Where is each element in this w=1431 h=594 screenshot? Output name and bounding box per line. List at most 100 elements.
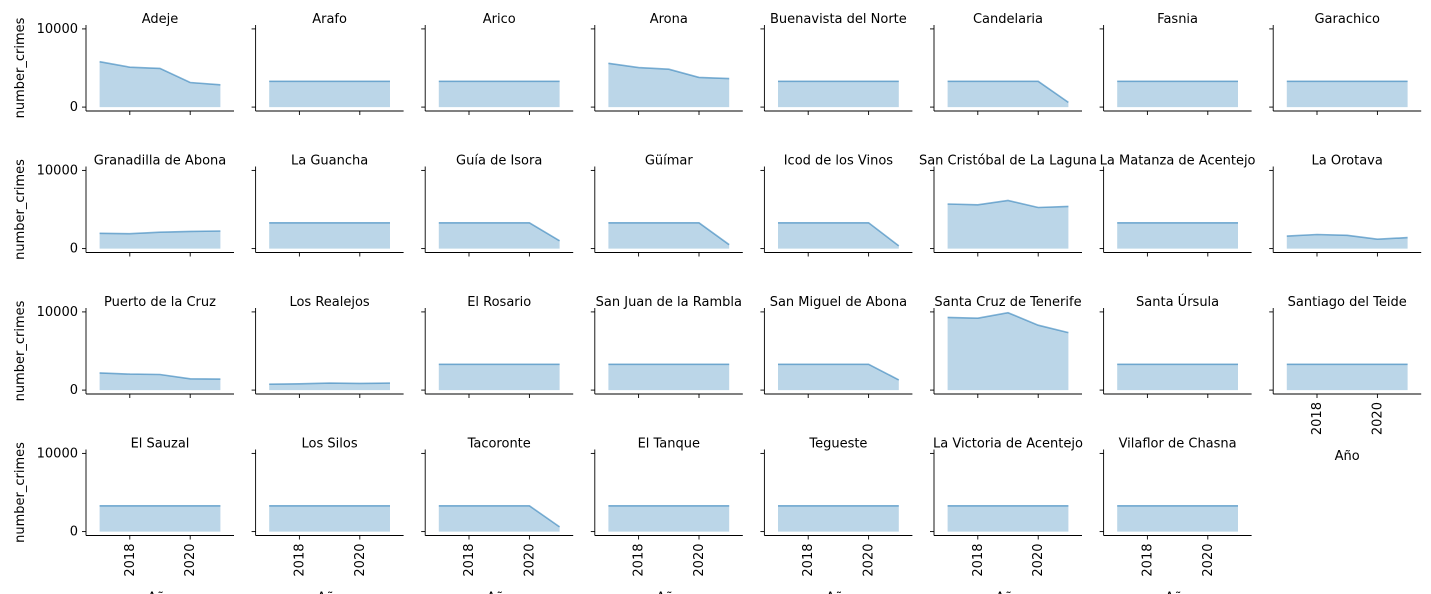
x-axis-label: Año [317, 591, 342, 594]
area-fill-22 [1117, 364, 1238, 391]
panel-title: Tacoronte [467, 437, 531, 452]
panel-title: Buenavista del Norte [770, 12, 907, 27]
series-line-16 [99, 372, 221, 380]
x-tick-label: 2018 [971, 544, 986, 577]
area-fill-8 [99, 231, 221, 249]
x-tick-label: 2020 [353, 544, 368, 577]
series-line-3 [608, 62, 730, 80]
y-tick-label: 0 [70, 383, 78, 398]
x-tick-label: 2018 [123, 544, 138, 577]
panel-title: La Victoria de Acentejo [933, 437, 1083, 452]
x-tick-label: 2018 [632, 544, 647, 577]
panel-title: Garachico [1314, 12, 1379, 27]
area-fill-23 [1286, 364, 1408, 391]
x-axis-label: Año [1335, 449, 1360, 464]
panel-title: Arico [483, 12, 516, 27]
area-fill-21 [947, 312, 1069, 391]
x-axis-label: Año [487, 591, 512, 594]
area-fill-12 [778, 222, 899, 249]
y-tick-label: 0 [70, 525, 78, 540]
area-fill-16 [99, 372, 221, 391]
area-fill-25 [269, 505, 390, 532]
panel-title: San Miguel de Abona [770, 295, 907, 310]
y-tick-label: 10000 [37, 163, 78, 178]
y-axis-label: number_crimes [13, 159, 28, 260]
panel-title: Candelaria [973, 12, 1043, 27]
panel-title: Tegueste [808, 437, 867, 452]
panel-title: La Orotava [1312, 154, 1383, 169]
y-axis-label: number_crimes [13, 17, 28, 118]
x-axis-label: Año [1165, 591, 1190, 594]
series-line-17 [269, 382, 391, 385]
panel-title: Icod de los Vinos [784, 154, 894, 169]
area-fill-24 [99, 505, 221, 532]
x-tick-label: 2020 [1201, 544, 1216, 577]
panel-title: Arona [650, 12, 688, 27]
x-tick-label: 2018 [1140, 544, 1155, 577]
area-fill-30 [1117, 505, 1238, 532]
panel-title: Puerto de la Cruz [104, 295, 216, 310]
panel-title: Arafo [312, 12, 347, 27]
area-fill-19 [608, 364, 730, 391]
area-fill-29 [947, 505, 1069, 532]
series-line-8 [99, 230, 221, 235]
x-axis-label: Año [147, 591, 172, 594]
area-fill-7 [1286, 81, 1408, 108]
area-fill-28 [778, 505, 899, 532]
area-fill-4 [778, 81, 899, 108]
area-fill-5 [947, 81, 1069, 108]
panel-title: San Juan de la Rambla [596, 295, 742, 310]
panel-title: Los Realejos [289, 295, 369, 310]
series-line-15 [1286, 233, 1408, 241]
x-tick-label: 2018 [801, 544, 816, 577]
series-line-13 [947, 199, 1069, 209]
x-tick-label: 2020 [692, 544, 707, 577]
panel-title: Granadilla de Abona [94, 154, 226, 169]
series-line-26 [438, 504, 561, 528]
panel-title: El Tanque [638, 437, 700, 452]
area-fill-18 [438, 364, 560, 391]
panel-title: San Cristóbal de La Laguna [919, 154, 1097, 169]
series-line-20 [778, 363, 900, 381]
x-tick-label: 2020 [1031, 544, 1046, 577]
x-tick-label: 2020 [183, 544, 198, 577]
area-fill-17 [269, 383, 390, 391]
panel-title: Santa Cruz de Tenerife [934, 295, 1081, 310]
y-tick-label: 0 [70, 100, 78, 115]
panel-title: La Guancha [291, 154, 368, 169]
x-axis-label: Año [656, 591, 681, 594]
series-line-11 [608, 222, 730, 246]
x-tick-label: 2018 [1310, 402, 1325, 435]
x-tick-label: 2018 [462, 544, 477, 577]
panel-title: Santiago del Teide [1288, 295, 1407, 310]
area-fill-26 [438, 505, 560, 532]
panel-title: El Sauzal [131, 437, 190, 452]
panel-title: Guía de Isora [456, 154, 542, 169]
x-tick-label: 2020 [1370, 402, 1385, 435]
area-fill-14 [1117, 222, 1238, 249]
panel-title: El Rosario [467, 295, 531, 310]
series-line-10 [438, 222, 561, 242]
y-tick-label: 10000 [37, 22, 78, 37]
y-tick-label: 10000 [37, 446, 78, 461]
y-tick-label: 10000 [37, 305, 78, 320]
area-fill-11 [608, 222, 730, 249]
panel-title: Vilaflor de Chasna [1119, 437, 1237, 452]
y-axis-label: number_crimes [13, 300, 28, 401]
area-fill-15 [1286, 234, 1408, 249]
y-axis-label: number_crimes [13, 442, 28, 543]
area-fill-9 [269, 222, 390, 249]
panel-title: Adeje [142, 12, 179, 27]
panel-title: Fasnia [1157, 12, 1198, 27]
area-fill-1 [269, 81, 390, 108]
panel-title: La Matanza de Acentejo [1100, 154, 1256, 169]
x-axis-label: Año [826, 591, 851, 594]
area-fill-27 [608, 505, 730, 532]
y-tick-label: 0 [70, 242, 78, 257]
area-fill-6 [1117, 81, 1238, 108]
area-fill-10 [438, 222, 560, 249]
area-fill-3 [608, 63, 730, 108]
x-tick-label: 2018 [292, 544, 307, 577]
x-tick-label: 2020 [862, 544, 877, 577]
